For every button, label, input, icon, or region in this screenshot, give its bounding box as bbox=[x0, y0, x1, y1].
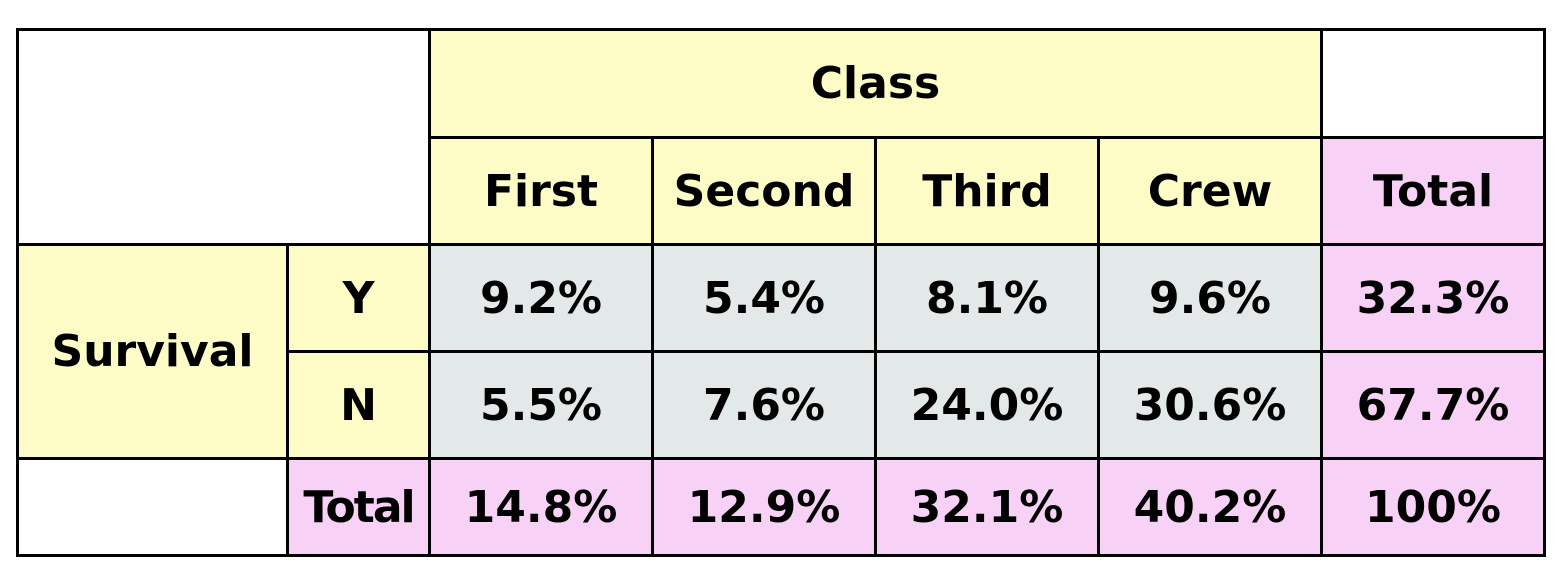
column-header-crew: Crew bbox=[1097, 136, 1323, 246]
blank-header-cell bbox=[1320, 28, 1546, 139]
cell-y-crew: 9.6% bbox=[1097, 243, 1323, 353]
class-header: Class bbox=[428, 28, 1323, 139]
column-total-second: 12.9% bbox=[651, 457, 877, 557]
column-total-first: 14.8% bbox=[428, 457, 654, 557]
cell-n-second: 7.6% bbox=[651, 350, 877, 460]
corner-cell bbox=[16, 28, 431, 246]
cell-y-first: 9.2% bbox=[428, 243, 654, 353]
column-header-first: First bbox=[428, 136, 654, 246]
survival-header: Survival bbox=[16, 243, 289, 460]
row-label-y: Y bbox=[286, 243, 431, 353]
row-label-n: N bbox=[286, 350, 431, 460]
row-total-n: 67.7% bbox=[1320, 350, 1546, 460]
cell-n-crew: 30.6% bbox=[1097, 350, 1323, 460]
cell-n-first: 5.5% bbox=[428, 350, 654, 460]
cell-n-third: 24.0% bbox=[874, 350, 1100, 460]
cell-y-third: 8.1% bbox=[874, 243, 1100, 353]
column-total-crew: 40.2% bbox=[1097, 457, 1323, 557]
column-header-total: Total bbox=[1320, 136, 1546, 246]
grand-total: 100% bbox=[1320, 457, 1546, 557]
blank-footer-cell bbox=[16, 457, 289, 557]
contingency-table: Class First Second Third Crew Total Surv… bbox=[16, 28, 1546, 557]
row-label-total: Total bbox=[286, 457, 431, 557]
row-total-y: 32.3% bbox=[1320, 243, 1546, 353]
cell-y-second: 5.4% bbox=[651, 243, 877, 353]
column-header-third: Third bbox=[874, 136, 1100, 246]
column-header-second: Second bbox=[651, 136, 877, 246]
column-total-third: 32.1% bbox=[874, 457, 1100, 557]
